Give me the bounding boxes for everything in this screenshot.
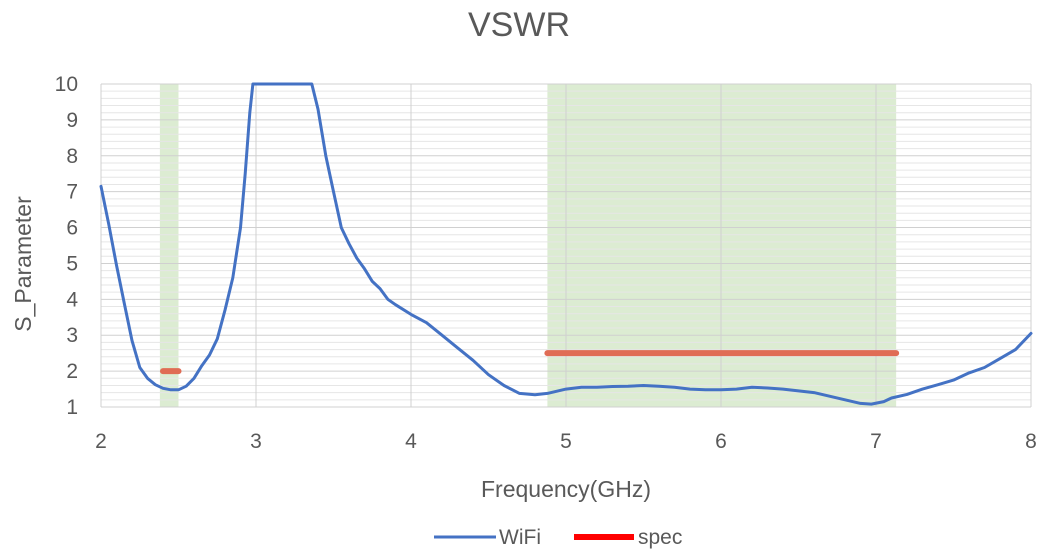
highlight-bands <box>159 84 897 407</box>
y-axis-label: S_Parameter <box>10 196 36 332</box>
y-tick-labels: 1 2 3 4 5 6 7 8 9 10 <box>55 73 79 419</box>
gridlines <box>100 83 1032 408</box>
x-tick-label: 7 <box>870 430 882 453</box>
y-tick-label: 4 <box>66 288 78 311</box>
y-tick-label: 3 <box>66 324 78 347</box>
x-tick-label: 5 <box>560 430 572 453</box>
y-tick-label: 1 <box>66 396 78 419</box>
y-tick-label: 2 <box>66 360 78 383</box>
y-tick-label: 10 <box>55 73 78 96</box>
chart-title: VSWR <box>468 6 570 44</box>
x-axis-label: Frequency(GHz) <box>481 476 651 502</box>
shaded-band <box>547 84 897 407</box>
legend: WiFi spec <box>434 526 682 549</box>
y-tick-label: 8 <box>66 145 78 168</box>
y-tick-label: 5 <box>66 252 78 275</box>
y-tick-label: 7 <box>66 181 78 204</box>
shaded-band <box>159 84 179 407</box>
wifi-series-line <box>99 82 1033 406</box>
x-tick-label: 4 <box>405 430 417 453</box>
series-lines <box>99 82 1033 406</box>
y-tick-label: 9 <box>66 109 78 132</box>
x-tick-label: 6 <box>715 430 727 453</box>
y-tick-label: 6 <box>66 217 78 240</box>
x-tick-label: 3 <box>250 430 262 453</box>
legend-label-spec: spec <box>638 526 682 549</box>
x-tick-label: 2 <box>95 430 107 453</box>
x-tick-labels: 2 3 4 5 6 7 8 <box>95 430 1037 453</box>
x-tick-label: 8 <box>1025 430 1037 453</box>
legend-label-wifi: WiFi <box>499 526 541 549</box>
